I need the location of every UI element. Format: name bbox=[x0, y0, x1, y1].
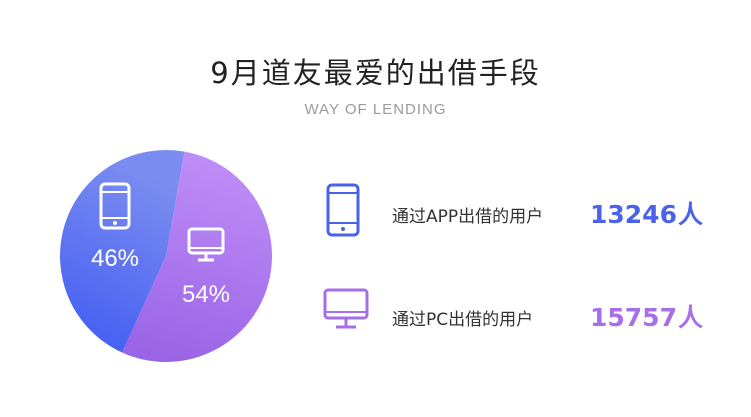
legend-value-pc: 15757人 bbox=[590, 298, 703, 334]
legend-item-app: 通过APP出借的用户 13246人 bbox=[322, 181, 722, 241]
legend-number-app: 13246 bbox=[590, 200, 677, 229]
legend-item-pc: 通过PC出借的用户 15757人 bbox=[322, 284, 722, 344]
legend-unit-app: 人 bbox=[677, 200, 703, 229]
desktop-monitor-icon bbox=[187, 227, 225, 262]
legend-label-app: 通过APP出借的用户 bbox=[392, 207, 544, 227]
mobile-phone-icon bbox=[326, 183, 360, 237]
pie-label-app: 46% bbox=[91, 245, 139, 272]
pie-chart: 46% 54% bbox=[59, 149, 272, 362]
desktop-monitor-icon bbox=[323, 288, 369, 329]
legend-unit-pc: 人 bbox=[677, 303, 703, 332]
mobile-phone-icon bbox=[99, 182, 131, 230]
legend-label-pc: 通过PC出借的用户 bbox=[392, 310, 534, 330]
chart-title: 9月道友最爱的出借手段 bbox=[210, 56, 541, 90]
pie-label-pc: 54% bbox=[182, 281, 230, 308]
pie-slice-app bbox=[59, 149, 185, 353]
pie-slice-pc bbox=[122, 151, 272, 362]
legend-value-app: 13246人 bbox=[590, 195, 703, 231]
legend-number-pc: 15757 bbox=[590, 303, 677, 332]
chart-subtitle: WAY OF LENDING bbox=[304, 101, 447, 118]
